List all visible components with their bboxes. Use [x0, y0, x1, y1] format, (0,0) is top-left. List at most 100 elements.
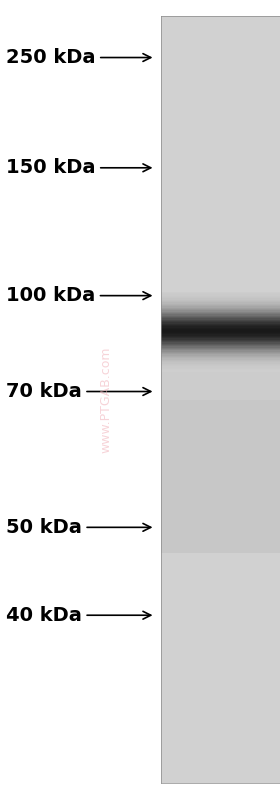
Bar — [161, 390, 280, 400]
Bar — [161, 356, 280, 357]
Bar — [161, 365, 280, 366]
Bar — [161, 349, 280, 350]
Bar — [161, 322, 280, 324]
Bar — [161, 341, 280, 342]
Bar — [161, 313, 280, 323]
Bar — [161, 620, 280, 630]
Bar — [161, 486, 280, 495]
Bar — [161, 350, 280, 352]
Bar — [161, 310, 280, 312]
Bar — [161, 334, 280, 336]
Bar — [161, 246, 280, 256]
Bar — [161, 562, 280, 572]
Bar — [161, 93, 280, 102]
Bar — [161, 630, 280, 639]
Bar — [161, 361, 280, 362]
Text: 70 kDa: 70 kDa — [6, 382, 151, 401]
Bar — [161, 318, 280, 320]
Bar — [161, 150, 280, 160]
Text: 250 kDa: 250 kDa — [6, 48, 151, 67]
Bar — [161, 324, 280, 325]
Bar — [161, 706, 280, 716]
Bar — [161, 325, 280, 326]
Bar — [161, 294, 280, 304]
Bar — [161, 360, 280, 361]
Text: www.PTGAB.com: www.PTGAB.com — [100, 346, 113, 453]
Bar — [161, 284, 280, 294]
Bar — [161, 237, 280, 246]
Bar — [161, 306, 280, 308]
Bar — [161, 697, 280, 706]
Bar — [161, 745, 280, 754]
Bar — [161, 256, 280, 265]
Bar — [161, 495, 280, 505]
Bar — [161, 515, 280, 524]
Bar — [161, 370, 280, 372]
Bar — [161, 438, 280, 447]
Bar — [161, 534, 280, 543]
Text: 40 kDa: 40 kDa — [6, 606, 151, 625]
Bar — [161, 208, 280, 217]
Bar — [161, 716, 280, 725]
Bar — [161, 265, 280, 275]
Bar — [161, 141, 280, 150]
Bar — [161, 400, 280, 409]
Bar — [161, 687, 280, 697]
Bar — [161, 639, 280, 649]
Bar — [161, 358, 280, 360]
Bar — [161, 298, 280, 300]
Bar — [161, 312, 280, 313]
Bar — [161, 26, 280, 35]
Bar — [161, 332, 280, 333]
Bar — [161, 326, 280, 328]
Bar — [161, 304, 280, 313]
Bar — [161, 301, 280, 302]
Bar — [161, 428, 280, 438]
Bar — [161, 773, 280, 783]
Bar — [161, 305, 280, 306]
Bar — [161, 371, 280, 380]
Bar — [161, 332, 280, 342]
Bar — [161, 337, 280, 338]
Bar — [161, 380, 280, 390]
Bar — [161, 323, 280, 332]
Bar — [161, 320, 280, 321]
Bar — [161, 227, 280, 237]
Bar — [161, 179, 280, 189]
Bar — [161, 333, 280, 334]
Bar — [161, 121, 280, 131]
Bar — [161, 217, 280, 227]
Bar — [161, 345, 280, 346]
Bar — [161, 658, 280, 668]
Bar — [161, 409, 280, 419]
Bar — [161, 302, 280, 304]
Bar — [161, 364, 280, 365]
Bar — [161, 64, 280, 74]
Bar — [161, 189, 280, 198]
Bar — [161, 297, 280, 298]
Bar — [161, 357, 280, 358]
Bar — [161, 328, 280, 329]
Bar — [161, 419, 280, 428]
Bar — [161, 352, 280, 361]
Bar — [161, 735, 280, 745]
Bar — [161, 314, 280, 316]
Bar — [161, 591, 280, 601]
Bar — [161, 348, 280, 349]
Bar — [161, 582, 280, 591]
Bar — [161, 293, 280, 294]
Bar — [161, 292, 280, 293]
Bar — [161, 160, 280, 169]
Bar — [161, 54, 280, 64]
Bar — [161, 344, 280, 345]
Bar — [161, 668, 280, 678]
Bar — [161, 572, 280, 582]
Bar — [161, 45, 280, 54]
Bar — [161, 725, 280, 735]
Bar — [161, 467, 280, 476]
Bar — [161, 309, 280, 310]
Bar — [161, 368, 280, 369]
Bar — [161, 313, 280, 314]
Bar — [161, 610, 280, 620]
Bar — [161, 83, 280, 93]
